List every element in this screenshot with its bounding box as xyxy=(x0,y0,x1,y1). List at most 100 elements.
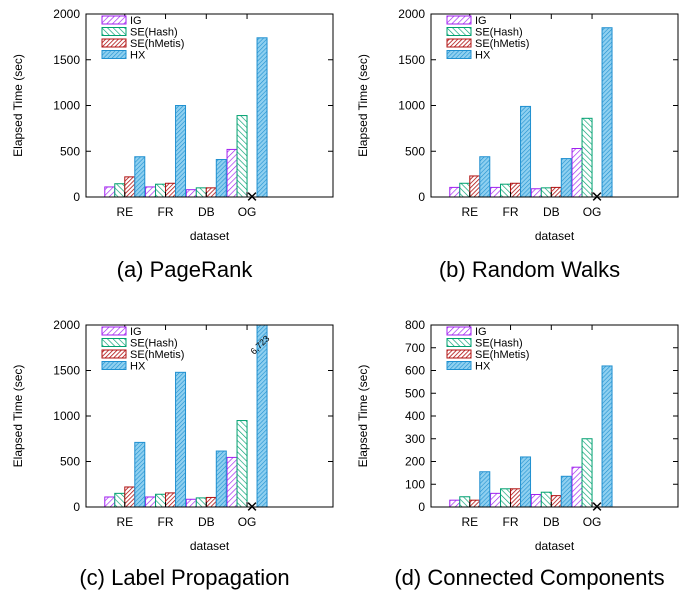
y-tick-label: 700 xyxy=(405,341,425,355)
bar-ig-fr xyxy=(145,496,157,508)
bar-hx-fr xyxy=(175,371,187,508)
legend-label: SE(Hash) xyxy=(475,27,523,39)
legend-label: SE(Hash) xyxy=(130,27,178,39)
x-tick-label: RE xyxy=(461,515,478,529)
chart-caption: (b) Random Walks xyxy=(439,257,620,282)
legend-swatch-ig xyxy=(446,15,472,25)
bar-se-hash--og xyxy=(236,115,248,198)
chart-caption: (a) PageRank xyxy=(117,257,254,282)
bar-ig-re xyxy=(449,499,461,508)
bar-se-hash--fr xyxy=(155,493,167,508)
bar-hx-db xyxy=(560,158,572,198)
y-tick-label: 1000 xyxy=(53,99,80,113)
bar-hx-og xyxy=(601,27,613,198)
x-tick-label: FR xyxy=(503,515,519,529)
y-axis-label: Elapsed Time (sec) xyxy=(11,365,25,468)
bar-ig-og xyxy=(571,466,583,508)
bar-hx-db xyxy=(215,158,227,198)
legend-swatch-se-hmetis- xyxy=(446,38,472,48)
bar-ig-db xyxy=(530,493,542,508)
y-tick-label: 1500 xyxy=(53,364,80,378)
x-tick-label: FR xyxy=(503,205,519,219)
y-tick-label: 0 xyxy=(73,190,80,204)
y-tick-label: 100 xyxy=(405,477,425,491)
bar-se-hmetis--re xyxy=(124,176,136,198)
legend-label: IG xyxy=(475,15,487,27)
y-tick-label: 300 xyxy=(405,432,425,446)
bar-hx-re xyxy=(134,441,146,508)
bar-se-hmetis--re xyxy=(469,499,481,508)
legend-swatch-se-hash- xyxy=(446,338,472,347)
legend-label: SE(Hash) xyxy=(130,338,178,350)
legend-swatch-ig xyxy=(446,326,472,336)
bar-hx-fr xyxy=(520,456,532,508)
bar-se-hmetis--fr xyxy=(165,182,177,198)
bar-se-hash--re xyxy=(459,182,471,198)
x-axis-label: dataset xyxy=(190,229,230,243)
legend-label: IG xyxy=(130,326,142,338)
y-tick-label: 2000 xyxy=(398,7,425,21)
y-tick-label: 400 xyxy=(405,409,425,423)
x-tick-label: FR xyxy=(158,205,174,219)
bar-ig-db xyxy=(185,498,197,508)
legend-swatch-hx xyxy=(446,361,472,370)
y-tick-label: 500 xyxy=(405,386,425,400)
bar-se-hash--og xyxy=(581,117,593,198)
bar-se-hash--re xyxy=(114,183,126,198)
x-tick-label: OG xyxy=(583,515,602,529)
bar-hx-re xyxy=(479,156,491,198)
bar-se-hash--re xyxy=(114,492,126,508)
bar-se-hmetis--fr xyxy=(510,182,522,198)
bar-se-hash--db xyxy=(195,497,207,508)
x-axis-label: dataset xyxy=(535,539,575,553)
x-tick-label: DB xyxy=(198,515,215,529)
y-tick-label: 600 xyxy=(405,364,425,378)
legend-label: SE(Hash) xyxy=(475,338,523,350)
y-tick-label: 1000 xyxy=(53,409,80,423)
bar-se-hash--db xyxy=(195,187,207,198)
bar-ig-db xyxy=(530,188,542,198)
x-tick-label: RE xyxy=(461,205,478,219)
x-tick-label: DB xyxy=(198,205,215,219)
bar-hx-db xyxy=(215,450,227,508)
x-tick-label: FR xyxy=(158,515,174,529)
y-tick-label: 0 xyxy=(73,500,80,514)
y-tick-label: 1500 xyxy=(53,53,80,67)
y-tick-label: 0 xyxy=(418,500,425,514)
bar-hx-fr xyxy=(175,105,187,198)
y-tick-label: 500 xyxy=(60,144,80,158)
bar-ig-og xyxy=(571,148,583,198)
y-tick-label: 200 xyxy=(405,455,425,469)
bar-se-hmetis--db xyxy=(550,186,562,198)
y-tick-label: 2000 xyxy=(53,318,80,332)
bar-ig-fr xyxy=(490,492,502,508)
x-axis-label: dataset xyxy=(535,229,575,243)
legend-label: IG xyxy=(130,15,142,27)
bar-hx-og xyxy=(256,37,268,198)
legend-swatch-hx xyxy=(446,50,472,59)
chart-caption: (d) Connected Components xyxy=(394,565,664,590)
x-tick-label: OG xyxy=(238,205,257,219)
x-tick-label: DB xyxy=(543,205,560,219)
bar-ig-re xyxy=(449,186,461,198)
bar-se-hmetis--fr xyxy=(165,492,177,508)
bar-se-hmetis--fr xyxy=(510,488,522,508)
bar-se-hash--og xyxy=(581,438,593,508)
bar-ig-fr xyxy=(490,186,502,198)
bar-se-hmetis--db xyxy=(205,187,217,198)
chart-caption: (c) Label Propagation xyxy=(79,565,289,590)
bar-hx-db xyxy=(560,475,572,508)
legend-label: SE(hMetis) xyxy=(130,349,184,361)
x-tick-label: DB xyxy=(543,515,560,529)
bar-hx-fr xyxy=(520,105,532,198)
y-axis-label: Elapsed Time (sec) xyxy=(356,54,370,157)
legend-swatch-ig xyxy=(101,15,127,25)
legend-label: HX xyxy=(475,50,491,62)
